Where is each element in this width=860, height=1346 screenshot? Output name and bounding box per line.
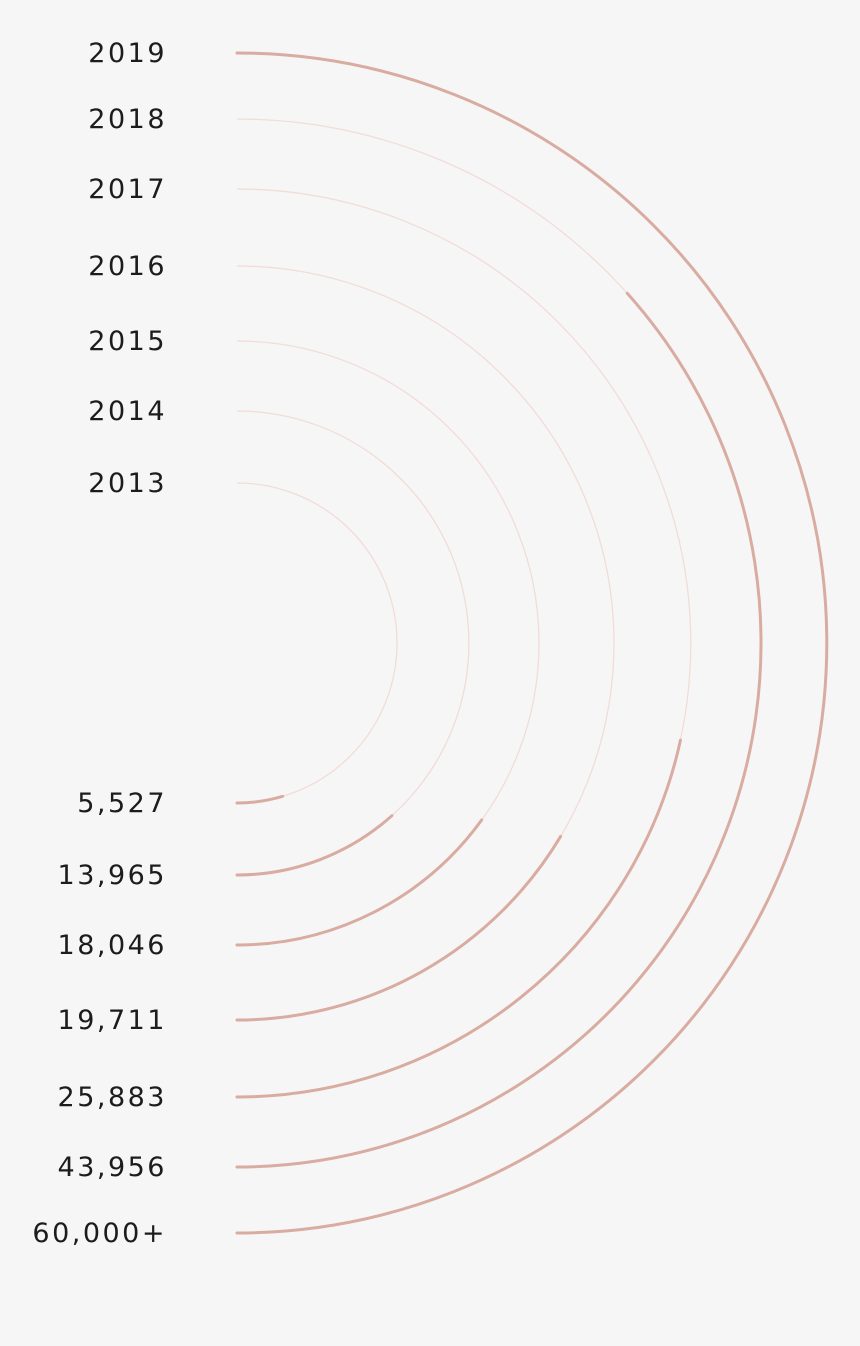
ring-bar-2018 (235, 291, 763, 1169)
ring-bar-2019 (235, 51, 829, 1235)
year-label-2017: 2017 (88, 174, 167, 205)
year-label-2013: 2013 (88, 468, 167, 499)
ring-bar-2016 (235, 834, 563, 1022)
year-label-2018: 2018 (88, 104, 167, 135)
value-label-2019: 60,000+ (32, 1218, 167, 1249)
ring-track-2013 (236, 482, 398, 804)
ring-bar-2017 (235, 738, 682, 1099)
ring-bar-2013 (235, 794, 285, 805)
year-label-2015: 2015 (88, 326, 167, 357)
ring-tracks (236, 52, 828, 1234)
value-label-2014: 13,965 (58, 860, 167, 891)
ring-track-2016 (236, 265, 615, 1021)
value-labels: 5,527 13,965 18,046 19,711 25,883 43,956 60,00… (32, 788, 167, 1249)
ring-track-2018 (236, 118, 762, 1168)
ring-bars (235, 51, 829, 1235)
ring-track-2015 (236, 340, 540, 946)
ring-track-2017 (236, 188, 692, 1098)
ring-bar-2014 (235, 814, 394, 877)
year-label-2019: 2019 (88, 38, 167, 69)
ring-track-2014 (236, 410, 470, 876)
value-label-2013: 5,527 (77, 788, 167, 819)
value-label-2016: 19,711 (58, 1005, 167, 1036)
year-label-2014: 2014 (88, 396, 167, 427)
value-label-2018: 43,956 (58, 1152, 167, 1183)
value-label-2015: 18,046 (58, 930, 167, 961)
year-label-2016: 2016 (88, 251, 167, 282)
ring-bar-2015 (235, 818, 484, 947)
ring-track-2019 (236, 52, 828, 1234)
value-label-2017: 25,883 (58, 1082, 167, 1113)
year-labels: 2013 2014 2015 2016 2017 2018 2019 (88, 38, 167, 499)
